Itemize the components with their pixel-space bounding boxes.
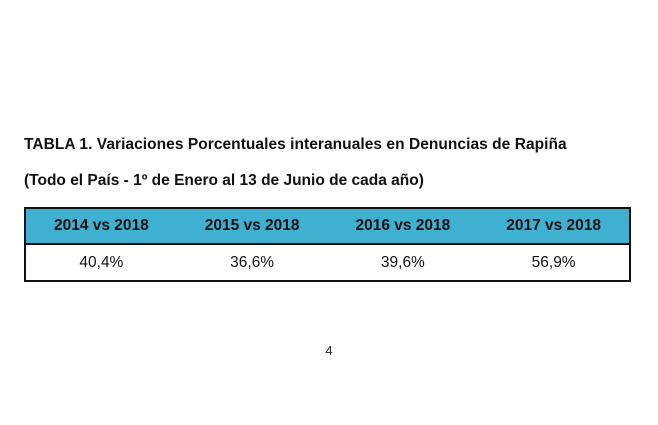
table-row: 40,4% 36,6% 39,6% 56,9% (26, 245, 629, 280)
table-header-row: 2014 vs 2018 2015 vs 2018 2016 vs 2018 2… (26, 209, 629, 245)
table-value-cell-2016: 39,6% (380, 253, 425, 271)
table-title: TABLA 1. Variaciones Porcentuales intera… (24, 136, 567, 153)
table-header-cell-2016: 2016 vs 2018 (355, 217, 451, 234)
variation-table: 2014 vs 2018 2015 vs 2018 2016 vs 2018 2… (24, 207, 631, 282)
table-value-cell-2015: 36,6% (230, 253, 275, 271)
table-value-cell-2017: 56,9% (531, 253, 576, 271)
table-header-cell-2014: 2014 vs 2018 (53, 217, 149, 234)
table-value-cell-2014: 40,4% (79, 253, 124, 271)
table-header-cell-2017: 2017 vs 2018 (506, 217, 602, 234)
table-subtitle: (Todo el País - 1º de Enero al 13 de Jun… (24, 172, 424, 189)
page-number: 4 (325, 343, 333, 358)
table-header-cell-2015: 2015 vs 2018 (204, 217, 300, 234)
